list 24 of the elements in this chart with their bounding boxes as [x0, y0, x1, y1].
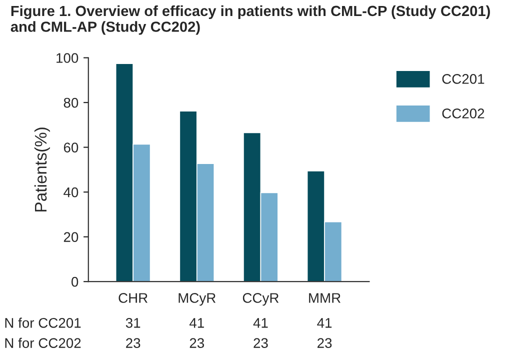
y-tick-label: 60 — [64, 142, 78, 152]
text: 23 — [190, 338, 204, 348]
text: 31 — [126, 318, 140, 328]
y-tick-label: 20 — [64, 232, 78, 242]
text: 23 — [126, 338, 140, 348]
y-axis-title: Patients(%) — [34, 128, 50, 212]
x-tick-label: CHR — [118, 293, 148, 303]
y-tick-label: 0 — [71, 276, 78, 287]
y-tick-label: 100 — [56, 53, 78, 63]
chart-title: Figure 1. Overview of efficacy in patients with CML-CP (Study CC201) and CML-AP (Study CC202) — [10, 5, 490, 35]
text: N for CC201 — [5, 318, 81, 328]
legend-label: CC201 — [442, 74, 484, 84]
y-tick-label: 80 — [64, 98, 78, 108]
text: 41 — [189, 318, 204, 328]
x-tick-label: MCyR — [178, 293, 216, 306]
x-tick-label: CCyR — [242, 293, 279, 306]
text: 23 — [318, 338, 332, 348]
text: 23 — [254, 338, 268, 348]
text: 41 — [317, 318, 332, 328]
x-tick-label: MMR — [309, 293, 340, 303]
text: 41 — [253, 318, 268, 328]
text: N for CC202 — [5, 338, 81, 348]
legend-label: CC202 — [442, 108, 484, 118]
y-tick-label: 40 — [64, 187, 78, 198]
